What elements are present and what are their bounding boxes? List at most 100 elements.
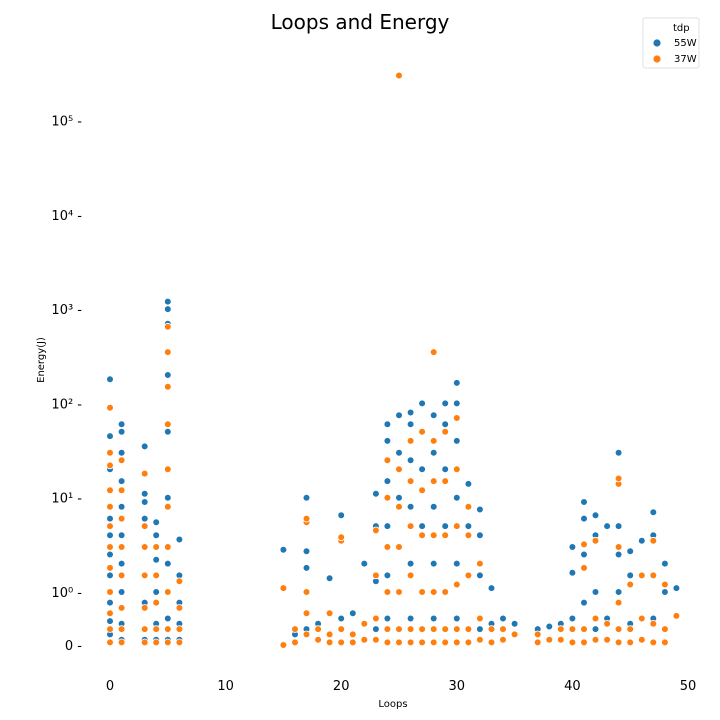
data-point xyxy=(452,493,461,502)
data-point xyxy=(348,609,357,617)
data-point xyxy=(152,588,161,596)
data-point xyxy=(661,559,669,568)
data-point xyxy=(140,543,149,551)
data-point xyxy=(591,511,600,520)
data-point xyxy=(510,630,519,639)
data-point xyxy=(348,630,357,639)
data-point xyxy=(591,536,600,545)
data-point xyxy=(476,531,484,539)
data-point xyxy=(302,630,311,639)
data-point xyxy=(383,638,392,647)
data-point xyxy=(464,522,473,530)
legend-marker-55w xyxy=(652,38,662,48)
data-point xyxy=(372,526,380,535)
data-point xyxy=(614,588,623,596)
data-point xyxy=(580,498,588,506)
data-point xyxy=(164,502,172,511)
data-point xyxy=(383,522,392,530)
data-point xyxy=(441,399,450,408)
data-point xyxy=(441,522,450,530)
data-point xyxy=(533,638,542,647)
data-point xyxy=(591,588,600,596)
data-point xyxy=(383,571,392,580)
data-point xyxy=(175,604,184,612)
data-point xyxy=(580,638,588,647)
data-point xyxy=(429,638,438,647)
data-point xyxy=(140,469,149,478)
data-point xyxy=(476,559,484,568)
data-point xyxy=(117,486,126,495)
data-point xyxy=(406,420,415,429)
data-point xyxy=(418,638,426,647)
data-point xyxy=(476,505,484,514)
data-point xyxy=(106,432,114,440)
data-point xyxy=(106,375,114,384)
data-point xyxy=(452,580,461,589)
data-point xyxy=(164,420,172,429)
data-point xyxy=(337,533,346,542)
data-point xyxy=(152,543,161,551)
data-point xyxy=(603,619,611,628)
data-point xyxy=(372,625,380,633)
data-point xyxy=(106,571,114,580)
data-point xyxy=(637,635,646,644)
legend-label-37w: 37W xyxy=(674,54,697,65)
data-point xyxy=(106,609,114,617)
data-point xyxy=(348,638,357,647)
data-point xyxy=(487,638,496,647)
data-point xyxy=(441,625,450,633)
data-point xyxy=(452,625,461,633)
data-point xyxy=(429,625,438,633)
data-point xyxy=(406,437,415,445)
data-point xyxy=(360,559,369,568)
data-point xyxy=(568,543,577,551)
data-point xyxy=(117,543,126,551)
data-point xyxy=(395,588,403,596)
data-point xyxy=(406,625,415,633)
data-point xyxy=(614,474,623,483)
data-point xyxy=(464,502,473,511)
data-point xyxy=(140,604,149,612)
data-point xyxy=(649,508,658,517)
data-point xyxy=(117,625,126,633)
data-point xyxy=(452,638,461,647)
data-point xyxy=(452,379,461,387)
data-point xyxy=(568,625,577,633)
data-point xyxy=(152,625,161,633)
y-axis-ticks: 0 - 10⁰ - 10¹ - 10² - 10³ - 10⁴ - 10⁵ - xyxy=(51,115,82,655)
data-point xyxy=(106,486,114,495)
data-point xyxy=(661,588,669,596)
y-axis-label: Energy(J) xyxy=(36,337,47,383)
data-point xyxy=(152,555,161,564)
x-tick-label: 0 xyxy=(106,679,114,694)
data-point xyxy=(360,635,369,644)
data-point xyxy=(106,543,114,551)
data-point xyxy=(302,588,311,596)
data-point xyxy=(499,635,507,644)
data-point xyxy=(395,625,403,633)
data-point xyxy=(395,71,403,80)
data-point xyxy=(406,456,415,465)
data-point xyxy=(591,625,600,633)
data-point xyxy=(140,638,149,647)
data-point xyxy=(406,408,415,417)
data-point xyxy=(626,580,634,589)
data-point xyxy=(614,625,623,633)
data-point xyxy=(603,522,611,530)
data-point xyxy=(418,427,426,436)
data-point xyxy=(580,514,588,523)
data-point xyxy=(117,531,126,539)
data-point xyxy=(580,550,588,559)
data-point xyxy=(614,550,623,559)
data-point xyxy=(175,535,184,544)
data-point xyxy=(395,448,403,457)
data-point xyxy=(580,598,588,607)
data-point xyxy=(140,625,149,633)
data-point xyxy=(395,502,403,511)
data-point xyxy=(556,625,565,633)
x-tick-label: 50 xyxy=(680,679,697,694)
data-point xyxy=(545,635,554,644)
data-point xyxy=(383,420,392,429)
data-point xyxy=(337,625,346,633)
data-point xyxy=(106,550,114,559)
